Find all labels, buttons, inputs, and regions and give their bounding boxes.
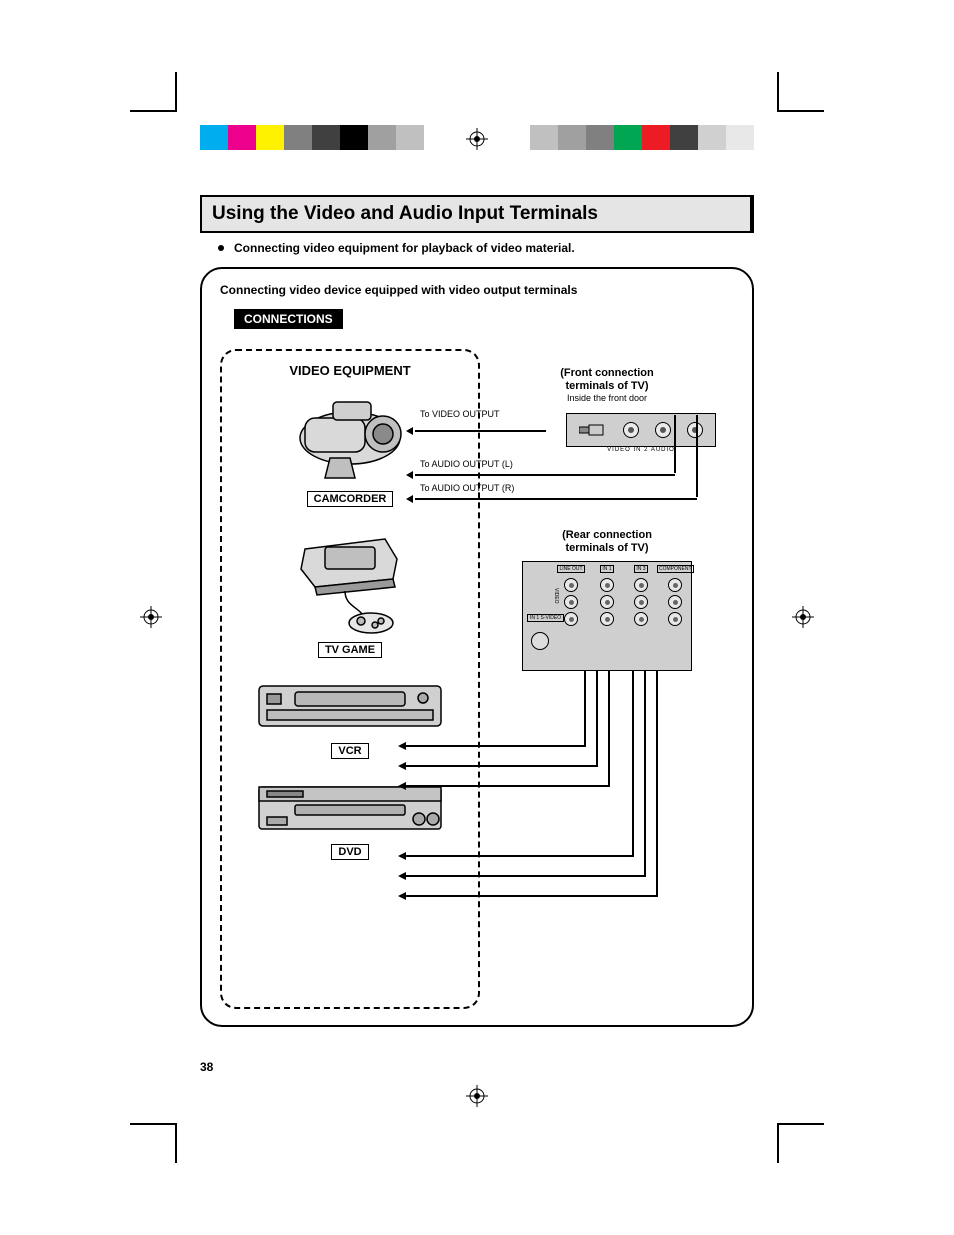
crop-mark bbox=[130, 110, 175, 112]
section-title-bar: Using the Video and Audio Input Terminal… bbox=[200, 195, 754, 233]
rear-panel: LINE OUT IN 1 IN 3 COMPONENT IN 1 S-VIDE… bbox=[522, 561, 692, 671]
signal-video-label: To VIDEO OUTPUT bbox=[420, 409, 480, 419]
video-equipment-box: VIDEO EQUIPMENT CAMCORDER bbox=[220, 349, 480, 1009]
connections-label: CONNECTIONS bbox=[234, 309, 343, 329]
section-title: Using the Video and Audio Input Terminal… bbox=[212, 203, 740, 225]
jack-icon bbox=[623, 422, 639, 438]
registration-mark-icon bbox=[466, 1085, 488, 1107]
tvgame-illustration bbox=[222, 529, 478, 634]
arrow-left-icon bbox=[398, 782, 406, 790]
page-content: Using the Video and Audio Input Terminal… bbox=[200, 165, 754, 1070]
bullet-icon bbox=[218, 245, 224, 251]
arrow-left-icon bbox=[398, 762, 406, 770]
crop-mark bbox=[175, 1123, 177, 1163]
rear-terminal-title: (Rear connection terminals of TV) bbox=[492, 529, 722, 555]
front-terminal-subtitle: Inside the front door bbox=[492, 393, 722, 403]
registration-mark-icon bbox=[466, 128, 488, 150]
front-panel-labels: VIDEO IN 2 AUDIO bbox=[566, 447, 716, 453]
front-terminal-title: (Front connection terminals of TV) bbox=[492, 367, 722, 393]
color-bar-left bbox=[200, 125, 424, 150]
arrow-left-icon bbox=[398, 872, 406, 880]
intro-bullet: Connecting video equipment for playback … bbox=[218, 241, 754, 255]
rear-col-in1: IN 1 bbox=[600, 565, 613, 573]
crop-mark bbox=[130, 1123, 175, 1125]
jack-icon bbox=[655, 422, 671, 438]
rear-terminal-title-l1: (Rear connection bbox=[562, 529, 652, 541]
dvd-illustration bbox=[222, 781, 478, 836]
color-bar-right bbox=[530, 125, 754, 150]
signal-audio-l: To AUDIO OUTPUT (L) bbox=[406, 471, 675, 479]
terminals-area: (Front connection terminals of TV) Insid… bbox=[492, 349, 722, 1009]
dvd-label: DVD bbox=[331, 844, 368, 860]
intro-text: Connecting video equipment for playback … bbox=[234, 241, 575, 255]
registration-mark-icon bbox=[792, 606, 814, 628]
crop-mark bbox=[777, 72, 779, 112]
rear-col-in3: IN 3 bbox=[634, 565, 647, 573]
rear-col-lineout: LINE OUT bbox=[557, 565, 584, 573]
crop-mark bbox=[779, 110, 824, 112]
signal-video: To VIDEO OUTPUT bbox=[406, 427, 546, 435]
tvgame-label: TV GAME bbox=[318, 642, 382, 658]
av-plug-icon bbox=[579, 423, 607, 437]
front-terminal-title-l1: (Front connection bbox=[560, 367, 654, 379]
registration-mark-icon bbox=[140, 606, 162, 628]
arrow-left-icon bbox=[398, 892, 406, 900]
rear-col-component: COMPONENT bbox=[657, 565, 694, 573]
vcr-illustration bbox=[222, 680, 478, 735]
jack-icon bbox=[687, 422, 703, 438]
crop-mark bbox=[777, 1123, 779, 1163]
arrow-left-icon bbox=[406, 427, 413, 435]
page-number: 38 bbox=[200, 1060, 213, 1074]
diagram-box: Connecting video device equipped with vi… bbox=[200, 267, 754, 1027]
front-panel bbox=[566, 413, 716, 447]
video-equipment-title: VIDEO EQUIPMENT bbox=[222, 363, 478, 378]
crop-mark bbox=[779, 1123, 824, 1125]
crop-mark bbox=[175, 72, 177, 112]
arrow-left-icon bbox=[398, 852, 406, 860]
box-heading: Connecting video device equipped with vi… bbox=[220, 283, 734, 297]
vcr-label: VCR bbox=[331, 743, 368, 759]
arrow-left-icon bbox=[406, 471, 413, 479]
signal-audio-r-label: To AUDIO OUTPUT (R) bbox=[420, 483, 514, 493]
signal-audio-l-label: To AUDIO OUTPUT (L) bbox=[420, 459, 513, 469]
camcorder-label: CAMCORDER bbox=[307, 491, 394, 507]
svideo-label: IN 1 S-VIDEO bbox=[527, 614, 564, 622]
arrow-left-icon bbox=[398, 742, 406, 750]
front-terminal-title-l2: terminals of TV) bbox=[565, 380, 648, 392]
svideo-jack-icon bbox=[531, 632, 549, 650]
rear-row-video: VIDEO bbox=[553, 588, 559, 604]
arrow-left-icon bbox=[406, 495, 413, 503]
rear-terminal-title-l2: terminals of TV) bbox=[565, 542, 648, 554]
signal-audio-r: To AUDIO OUTPUT (R) bbox=[406, 495, 697, 503]
